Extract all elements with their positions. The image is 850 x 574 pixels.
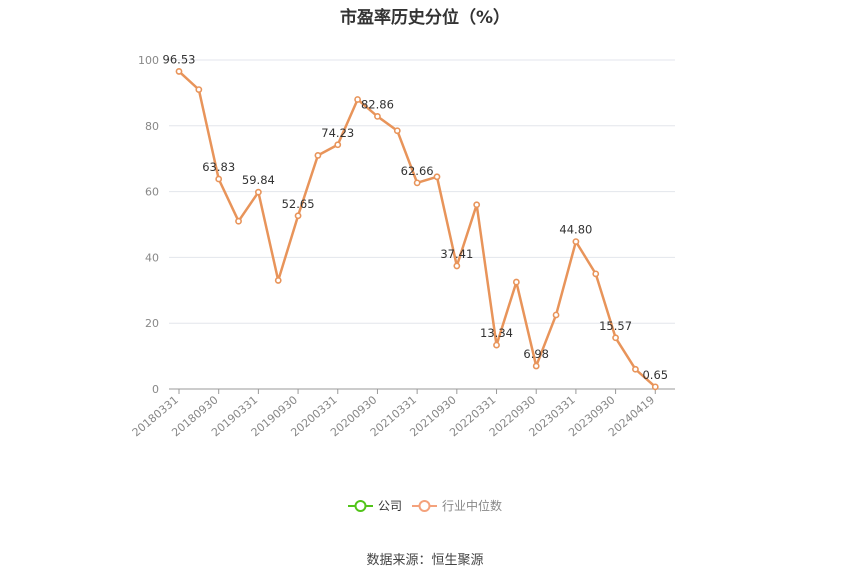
legend-label-company: 公司: [378, 499, 402, 513]
data-point: [552, 311, 560, 319]
y-tick-label: 60: [145, 186, 159, 199]
y-tick-label: 80: [145, 120, 159, 133]
data-label: 15.57: [599, 319, 632, 333]
data-label: 13.34: [480, 326, 513, 340]
data-label: 44.80: [559, 223, 592, 237]
data-point: [651, 383, 659, 391]
data-point: [354, 96, 362, 103]
data-point: [254, 188, 262, 196]
data-point: [393, 127, 401, 135]
data-point: [314, 152, 322, 159]
data-label: 6.98: [523, 347, 549, 361]
data-point: [512, 278, 520, 286]
data-point: [532, 362, 540, 370]
data-point: [473, 201, 481, 209]
data-point: [235, 217, 242, 225]
y-tick-label: 0: [152, 383, 159, 396]
y-tick-label: 40: [145, 251, 159, 264]
data-point: [632, 365, 639, 373]
data-label: 82.86: [361, 97, 394, 111]
data-label: 63.83: [202, 160, 235, 174]
data-point: [413, 179, 421, 187]
data-point: [294, 212, 302, 220]
data-point: [334, 141, 342, 149]
chart-title: 市盈率历史分位（%）: [339, 8, 511, 28]
data-point: [274, 277, 282, 284]
data-label: 0.65: [642, 368, 668, 382]
y-tick-label: 20: [145, 317, 159, 330]
legend-swatch-company-marker: [354, 500, 367, 512]
data-label: 62.66: [401, 164, 434, 178]
data-point: [592, 270, 600, 278]
data-label: 52.65: [282, 197, 315, 211]
legend-label-industry-median: 行业中位数: [442, 498, 502, 513]
data-point: [175, 68, 183, 75]
source-note: 数据来源：恒生聚源: [366, 553, 484, 568]
data-point: [433, 173, 441, 181]
data-point: [195, 86, 203, 94]
data-label: 37.41: [440, 247, 473, 261]
data-point: [612, 334, 619, 342]
line-chart: 0204060801002018033120180930201903312019…: [130, 52, 675, 513]
data-label: 96.53: [163, 52, 196, 66]
y-tick-label: 100: [138, 54, 159, 67]
data-point: [215, 175, 223, 183]
data-point: [572, 238, 580, 246]
legend-swatch-industry-marker: [418, 500, 431, 512]
data-label: 59.84: [242, 173, 275, 187]
data-point: [453, 262, 461, 270]
data-label: 74.23: [321, 126, 354, 140]
data-point: [493, 341, 500, 349]
data-point: [374, 112, 381, 120]
